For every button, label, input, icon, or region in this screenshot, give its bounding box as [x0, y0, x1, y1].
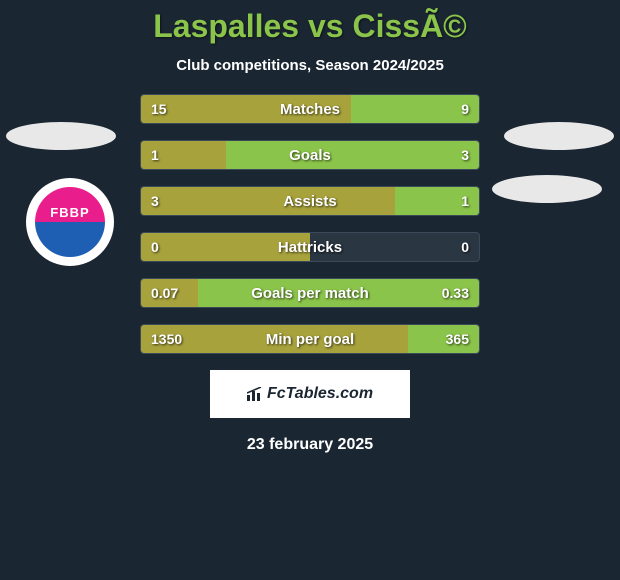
- page-title: Laspalles vs CissÃ©: [0, 0, 620, 45]
- comparison-bars: 159Matches 13Goals 31Assists 00Hattricks 0.0…: [140, 94, 480, 354]
- right-player-shadow-2: [492, 175, 602, 203]
- footer-logo-text: FcTables.com: [247, 385, 373, 403]
- bar-row: 00Hattricks: [140, 232, 480, 262]
- bar-label: Min per goal: [141, 325, 479, 353]
- date-label: 23 february 2025: [0, 436, 620, 454]
- bar-row: 13Goals: [140, 140, 480, 170]
- left-player-shadow: [6, 122, 116, 150]
- bar-label: Assists: [141, 187, 479, 215]
- club-badge-inner: FBBP: [35, 187, 105, 257]
- bar-label: Goals per match: [141, 279, 479, 307]
- bar-label: Hattricks: [141, 233, 479, 261]
- club-badge-text: FBBP: [35, 205, 105, 220]
- bar-row: 31Assists: [140, 186, 480, 216]
- bar-row: 1350365Min per goal: [140, 324, 480, 354]
- bar-row: 0.070.33Goals per match: [140, 278, 480, 308]
- footer-logo-box: FcTables.com: [210, 370, 410, 418]
- right-player-shadow: [504, 122, 614, 150]
- subtitle: Club competitions, Season 2024/2025: [0, 57, 620, 74]
- bar-label: Matches: [141, 95, 479, 123]
- footer-logo-label: FcTables.com: [267, 385, 373, 402]
- club-badge-bottom: [35, 222, 105, 257]
- bar-label: Goals: [141, 141, 479, 169]
- club-badge: FBBP: [26, 178, 114, 266]
- bar-row: 159Matches: [140, 94, 480, 124]
